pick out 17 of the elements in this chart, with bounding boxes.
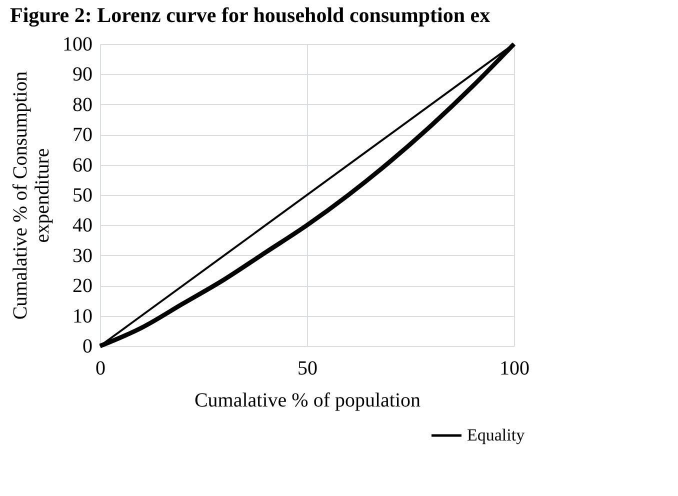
y-tick-label: 30 [72, 244, 92, 267]
y-tick-label: 90 [72, 64, 92, 86]
y-tick-label: 100 [62, 34, 92, 56]
y-tick-label: 20 [72, 275, 92, 298]
x-tick-label: 100 [500, 358, 530, 380]
y-tick-label: 0 [82, 336, 92, 358]
y-tick-label: 80 [72, 94, 92, 116]
y-axis-title: Cumalative % of Consumption expenditure [10, 71, 54, 320]
y-tick-label: 10 [72, 305, 92, 328]
y-tick-label: 50 [72, 184, 92, 206]
y-tick-label: 40 [72, 214, 92, 237]
y-tick-label: 60 [72, 154, 92, 176]
y-tick-label: 70 [72, 124, 92, 146]
x-axis-title: Cumalative % of population [194, 390, 421, 412]
legend-label: Equality [467, 426, 526, 444]
chart-title: Figure 2: Lorenz curve for household consumption ex [10, 3, 491, 27]
x-tick-label: 50 [298, 358, 318, 380]
